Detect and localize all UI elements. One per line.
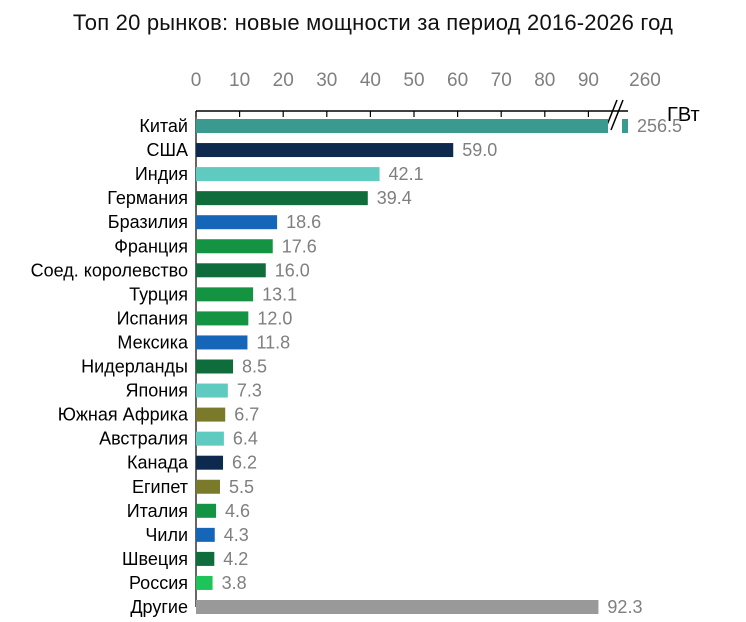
x-tick-label: 90 xyxy=(578,70,599,91)
bar xyxy=(196,143,454,158)
axis-break-mark xyxy=(610,99,624,131)
category-label: Нидерланды xyxy=(81,357,188,377)
value-label: 12.0 xyxy=(257,308,292,328)
bar xyxy=(196,575,213,590)
bar xyxy=(196,167,380,182)
value-label: 256.5 xyxy=(637,116,682,136)
chart-title: Топ 20 рынков: новые мощности за период … xyxy=(72,10,674,35)
value-label: 3.8 xyxy=(222,573,247,593)
category-label: Другие xyxy=(130,597,188,617)
value-label: 6.4 xyxy=(233,429,258,449)
bar xyxy=(196,191,368,206)
value-label: 92.3 xyxy=(607,597,642,617)
x-tick-label: 40 xyxy=(360,70,381,91)
value-label: 42.1 xyxy=(389,164,424,184)
category-label: Турция xyxy=(129,284,188,304)
value-label: 4.3 xyxy=(224,525,249,545)
value-label: 17.6 xyxy=(282,236,317,256)
x-tick-label: 260 xyxy=(629,70,661,91)
category-label: Соед. королевство xyxy=(31,260,188,280)
bar xyxy=(196,311,249,326)
category-label: Южная Африка xyxy=(58,405,189,425)
x-tick-label: 70 xyxy=(491,70,512,91)
value-label: 16.0 xyxy=(275,260,310,280)
category-label: Канада xyxy=(127,453,189,473)
value-label: 39.4 xyxy=(377,188,412,208)
value-label: 18.6 xyxy=(286,212,321,232)
bar xyxy=(196,119,608,133)
x-tick-label: 60 xyxy=(447,70,468,91)
bar xyxy=(196,335,248,350)
bar xyxy=(196,551,215,566)
value-label: 4.6 xyxy=(225,501,250,521)
category-label: Чили xyxy=(145,525,188,545)
category-label: Италия xyxy=(127,501,188,521)
unit-label: ГВт xyxy=(667,104,700,126)
value-label: 8.5 xyxy=(242,357,267,377)
x-tick-label: 10 xyxy=(229,70,250,91)
x-tick-label: 0 xyxy=(191,70,202,91)
category-label: Индия xyxy=(135,164,188,184)
bar xyxy=(196,479,220,494)
category-label: США xyxy=(146,140,188,160)
category-label: Испания xyxy=(117,308,188,328)
bar-segment xyxy=(622,119,628,133)
x-tick-label: 80 xyxy=(534,70,555,91)
bar xyxy=(196,263,266,278)
value-label: 13.1 xyxy=(262,284,297,304)
bar xyxy=(196,383,228,398)
bar xyxy=(196,455,224,470)
category-label: Франция xyxy=(114,236,188,256)
value-label: 6.7 xyxy=(234,405,259,425)
value-label: 5.5 xyxy=(229,477,254,497)
bar xyxy=(196,215,278,230)
x-tick-label: 20 xyxy=(273,70,294,91)
category-label: Швеция xyxy=(122,549,188,569)
bar xyxy=(196,287,254,302)
value-label: 11.8 xyxy=(256,332,290,352)
value-label: 59.0 xyxy=(462,140,497,160)
bar xyxy=(196,431,224,446)
bar xyxy=(196,407,226,422)
category-label: Германия xyxy=(107,188,188,208)
x-tick-label: 30 xyxy=(316,70,337,91)
value-label: 4.2 xyxy=(223,549,248,569)
value-label: 7.3 xyxy=(237,381,262,401)
category-label: Китай xyxy=(139,116,188,136)
category-label: Япония xyxy=(126,381,189,401)
value-label: 6.2 xyxy=(232,453,257,473)
bar xyxy=(196,239,273,254)
category-label: Мексика xyxy=(117,332,189,352)
category-label: Египет xyxy=(132,477,188,497)
bar xyxy=(196,359,234,374)
category-label: Россия xyxy=(129,573,188,593)
bar xyxy=(196,600,599,614)
x-tick-label: 50 xyxy=(403,70,424,91)
category-label: Австралия xyxy=(99,429,188,449)
bar xyxy=(196,527,215,542)
bar xyxy=(196,503,217,518)
category-label: Бразилия xyxy=(108,212,188,232)
